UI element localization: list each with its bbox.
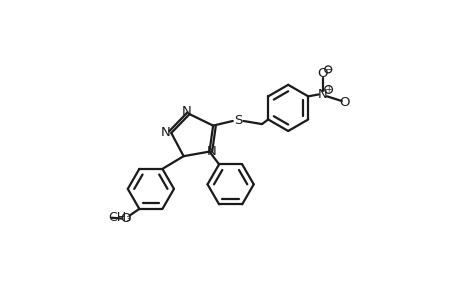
Text: O: O — [317, 67, 327, 80]
Text: S: S — [234, 114, 242, 127]
Text: O: O — [339, 96, 349, 110]
Text: O: O — [120, 212, 131, 225]
Text: N: N — [181, 105, 191, 118]
Text: N: N — [160, 126, 170, 139]
Text: CH₃: CH₃ — [107, 211, 131, 224]
Text: +: + — [325, 85, 331, 94]
Text: −: − — [324, 65, 331, 74]
Text: N: N — [206, 145, 216, 158]
Text: N: N — [317, 88, 327, 101]
